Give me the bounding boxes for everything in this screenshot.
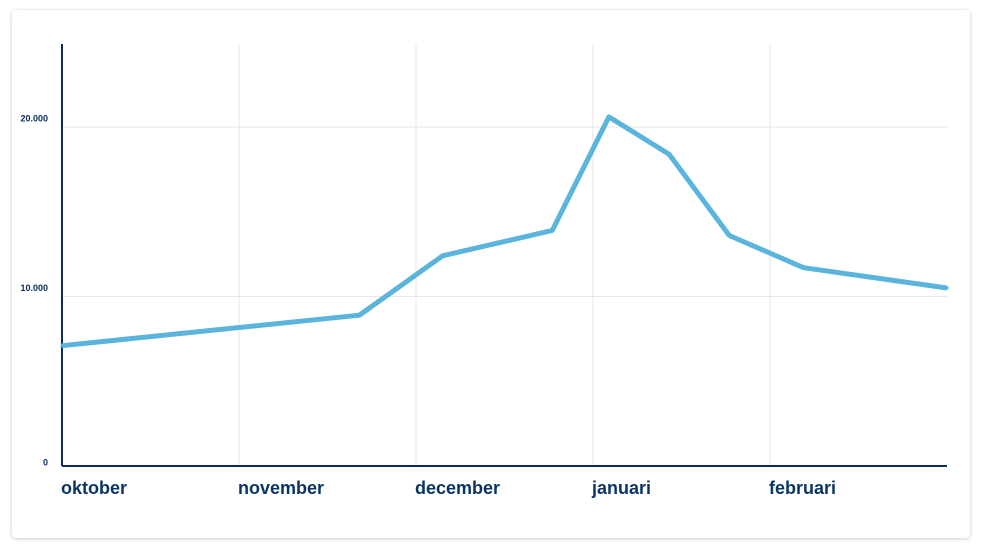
data-point xyxy=(667,152,671,156)
series-group xyxy=(60,114,949,349)
data-point xyxy=(440,254,445,258)
data-point xyxy=(550,228,554,233)
y-tick-label: 10.000 xyxy=(20,283,48,293)
gridlines xyxy=(62,44,947,466)
data-point xyxy=(60,344,64,348)
y-axis-ticks: 0 10.000 20.000 xyxy=(20,114,48,468)
y-tick-label: 0 xyxy=(43,458,48,468)
data-point xyxy=(607,115,611,119)
data-point xyxy=(945,286,949,290)
x-tick-label: februari xyxy=(769,478,836,498)
x-axis-ticks: oktober november december januari februari xyxy=(61,478,836,498)
x-tick-label: november xyxy=(238,478,324,498)
x-tick-label: januari xyxy=(591,478,651,498)
series-line xyxy=(61,114,948,349)
chart-card xyxy=(12,10,970,538)
x-tick-label: oktober xyxy=(61,478,127,498)
data-point xyxy=(727,233,731,238)
data-point xyxy=(357,313,361,317)
data-point xyxy=(802,266,806,270)
x-tick-label: december xyxy=(415,478,500,498)
y-tick-label: 20.000 xyxy=(20,114,48,124)
axes xyxy=(61,44,947,467)
